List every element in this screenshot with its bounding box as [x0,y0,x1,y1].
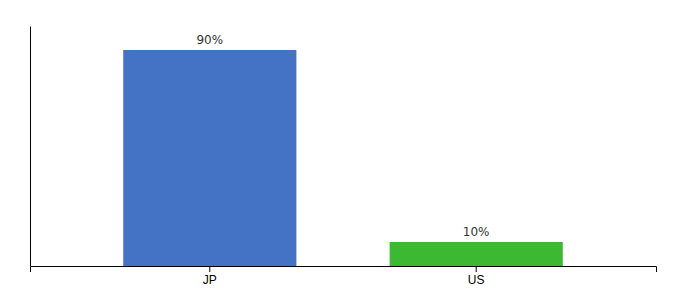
bar [123,50,296,266]
x-tick: JP [203,266,217,287]
y-axis-line [30,27,31,267]
plot-area: JP US 90% 10% [31,27,657,287]
x-tick-mark [476,266,477,272]
y-axis [30,27,31,267]
data-label: 10% [463,225,490,239]
x-tick-label: US [468,273,485,287]
x-tick: US [468,266,485,287]
chart-container: JP US 90% 10% [0,0,680,300]
x-tick-label: JP [203,273,217,287]
data-labels: 90% 10% [196,33,489,239]
x-axis: JP US [31,266,657,287]
x-axis-line [31,267,657,273]
bar [390,242,563,266]
x-tick-mark [209,266,210,272]
data-label: 90% [196,33,223,47]
chart-svg: JP US 90% 10% [0,0,680,300]
bars [123,50,563,266]
